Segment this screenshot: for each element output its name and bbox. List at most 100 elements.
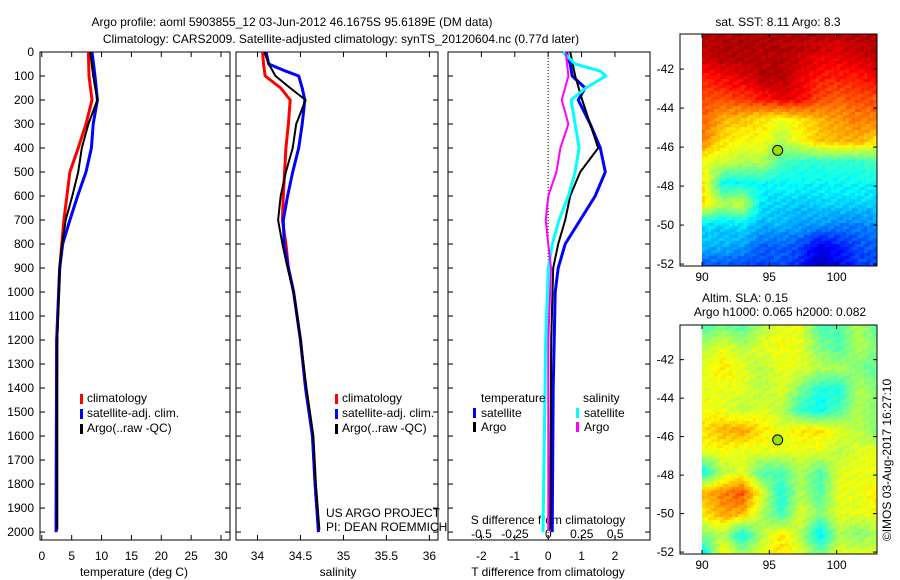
legend-header-salinity: salinity (583, 391, 620, 405)
figure-title-line2: Climatology: CARS2009. Satellite-adjuste… (103, 32, 579, 46)
legend-swatch (576, 422, 579, 432)
series-line-climatology (54, 51, 94, 533)
legend-swatch (473, 408, 476, 418)
s-difference-tick-label: 0.25 (570, 527, 594, 541)
sla-map-lon-label: 95 (763, 558, 777, 572)
sst-map-profile-location-marker (772, 144, 784, 156)
t-difference-tick-label: 0 (545, 549, 552, 563)
s-difference-tick-label: -0.5 (471, 527, 492, 541)
sst-map-lat-label: -48 (657, 179, 675, 193)
legend-header-temperature: temperature (481, 391, 546, 405)
temperature-tick-label: 30 (214, 549, 228, 563)
annotation-pi: PI: DEAN ROEMMICH (326, 520, 447, 534)
depth-tick-label: 300 (14, 117, 34, 131)
sla-map-profile-location-marker (772, 434, 784, 446)
legend-label: satellite (481, 406, 522, 420)
legend-swatch (335, 394, 338, 404)
sla-map-image (702, 325, 877, 554)
sla-map-lon-label: 100 (827, 558, 847, 572)
legend-swatch (80, 409, 83, 419)
sst-map-image (702, 34, 877, 266)
sla-map-lat-label: -42 (657, 353, 675, 367)
sla-map-lat-label: -50 (657, 507, 675, 521)
legend-label: Argo(..raw -QC) (342, 421, 427, 435)
depth-tick-label: 1100 (8, 309, 34, 323)
sla-map-lat-label: -52 (657, 545, 675, 559)
legend-label: Argo (584, 420, 610, 434)
sst-map-lon-label: 100 (827, 270, 847, 284)
depth-tick-label: 1700 (7, 453, 34, 467)
series-line-temperature-satellite (550, 51, 607, 533)
sst-map-lon-label: 95 (763, 270, 777, 284)
depth-tick-label: 500 (14, 165, 34, 179)
temperature-tick-label: 10 (95, 549, 109, 563)
salinity-tick-label: 35.5 (375, 549, 399, 563)
temperature-tick-label: 15 (125, 549, 139, 563)
legend-swatch (80, 424, 83, 434)
depth-tick-label: 1400 (7, 381, 34, 395)
sla-map-lat-label: -44 (657, 391, 675, 405)
salinity-tick-label: 35 (337, 549, 351, 563)
figure-title-line1: Argo profile: aoml 5903855_12 03-Jun-201… (92, 15, 493, 29)
salinity-xlabel: salinity (320, 565, 357, 579)
depth-tick-label: 1000 (7, 285, 34, 299)
t-difference-tick-label: -1 (509, 549, 520, 563)
depth-tick-label: 1200 (7, 333, 34, 347)
depth-tick-label: 1500 (7, 405, 34, 419)
sst-map-lat-label: -44 (657, 101, 675, 115)
sla-map-subtitle: Argo h1000: 0.065 h2000: 0.082 (694, 305, 866, 319)
depth-tick-label: 400 (14, 141, 34, 155)
depth-tick-label: 600 (14, 189, 34, 203)
depth-tick-label: 1600 (7, 429, 34, 443)
s-difference-tick-label: 0 (545, 527, 552, 541)
legend-swatch (473, 422, 476, 432)
temperature-tick-label: 25 (184, 549, 198, 563)
temperature-tick-label: 0 (38, 549, 45, 563)
sst-map-frame (679, 33, 878, 267)
legend-label: climatology (342, 391, 402, 405)
depth-tick-label: 1300 (7, 357, 34, 371)
s-difference-tick-label: -0.25 (501, 527, 529, 541)
legend-label: satellite-adj. clim. (87, 406, 179, 420)
legend-label: satellite (584, 406, 625, 420)
depth-tick-label: 1900 (7, 501, 34, 515)
sla-map-lat-label: -48 (657, 468, 675, 482)
depth-tick-label: 2000 (7, 525, 34, 539)
plot-frame-2 (447, 51, 651, 541)
depth-tick-label: 100 (14, 69, 34, 83)
legend-swatch (576, 408, 579, 418)
legend-swatch (335, 409, 338, 419)
sst-map-lat-label: -42 (657, 62, 675, 76)
s-difference-tick-label: 0.5 (607, 527, 624, 541)
sla-map-frame (679, 324, 878, 555)
legend-label: satellite-adj. clim. (342, 406, 434, 420)
sst-map-lat-label: -46 (657, 140, 675, 154)
difference-xlabel: T difference from climatology (471, 565, 625, 579)
t-difference-tick-label: -2 (476, 549, 487, 563)
plot-frame-0 (39, 51, 231, 541)
series-line-temperature-argo (549, 51, 600, 530)
sla-map-lon-label: 90 (695, 558, 709, 572)
sla-map-title: Altim. SLA: 0.15 (702, 291, 788, 305)
legend-label: Argo (481, 420, 507, 434)
series-line-argo-raw-qc- (56, 51, 99, 530)
legend-swatch (335, 424, 338, 434)
depth-tick-label: 900 (14, 261, 34, 275)
temperature-tick-label: 5 (68, 549, 75, 563)
annotation-project: US ARGO PROJECT (326, 506, 441, 520)
series-line-satellite-adj-clim- (54, 51, 99, 533)
depth-tick-label: 800 (14, 237, 34, 251)
series-line-salinity-argo (544, 51, 570, 530)
depth-tick-label: 700 (14, 213, 34, 227)
salinity-tick-label: 34 (251, 549, 265, 563)
depth-tick-label: 200 (14, 93, 34, 107)
temperature-tick-label: 20 (155, 549, 169, 563)
sst-map-lat-label: -52 (657, 257, 675, 271)
t-difference-tick-label: 1 (578, 549, 585, 563)
plot-frame-1 (235, 51, 439, 541)
temperature-xlabel: temperature (deg C) (80, 565, 188, 579)
salinity-tick-label: 34.5 (289, 549, 313, 563)
series-line-argo-raw-qc- (263, 51, 321, 530)
